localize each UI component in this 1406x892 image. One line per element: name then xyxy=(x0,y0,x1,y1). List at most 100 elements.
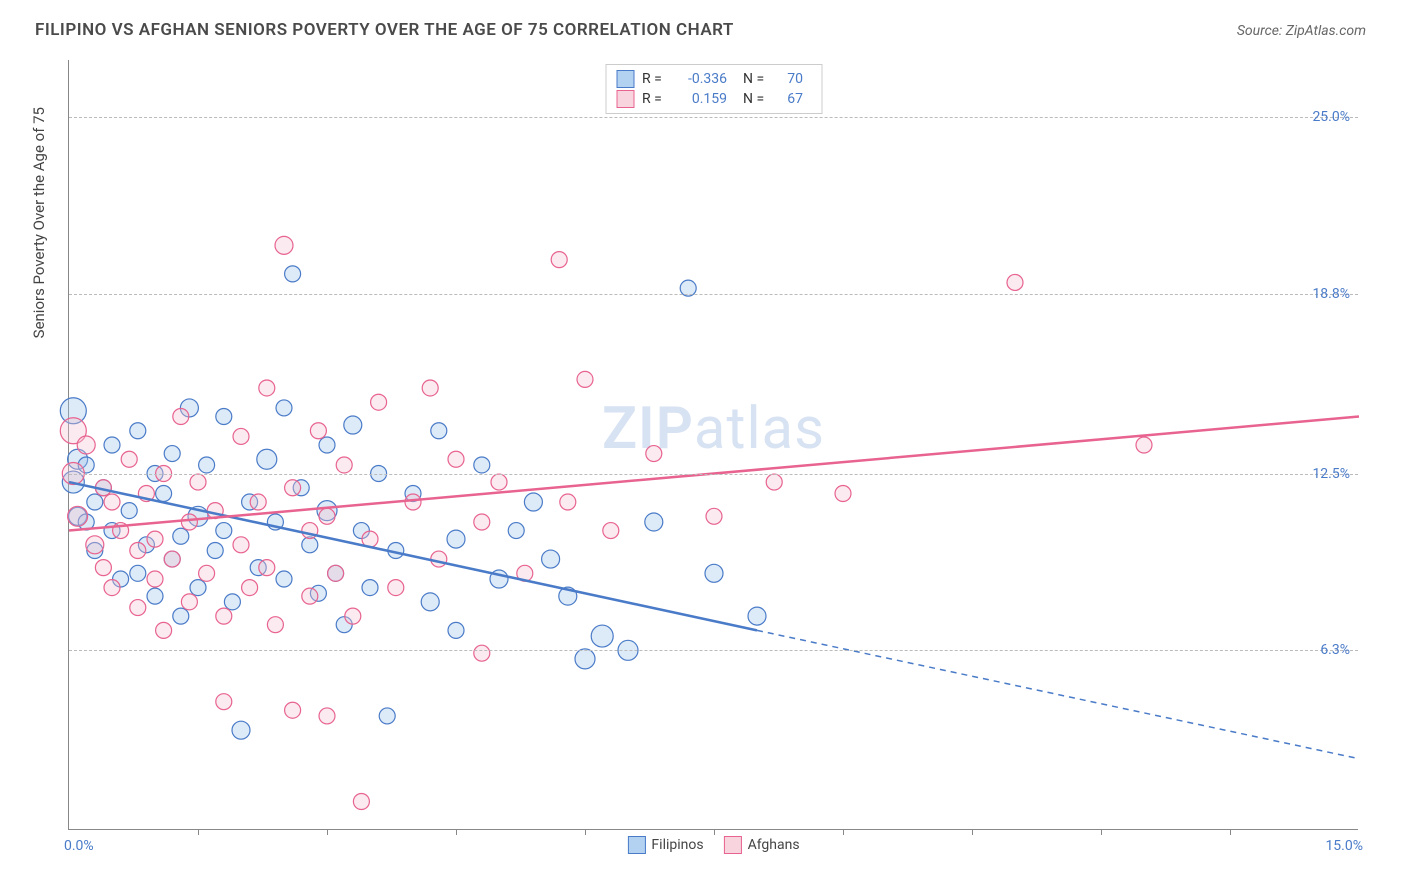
data-point xyxy=(87,494,103,510)
data-point xyxy=(646,446,662,462)
data-point xyxy=(147,531,163,547)
stat-r-value: -0.336 xyxy=(680,71,735,87)
data-point xyxy=(250,494,266,510)
data-point xyxy=(706,508,722,524)
chart-title: FILIPINO VS AFGHAN SENIORS POVERTY OVER … xyxy=(35,20,734,40)
data-point xyxy=(1136,437,1152,453)
data-point xyxy=(421,593,439,611)
data-point xyxy=(190,474,206,490)
legend-series-item: Afghans xyxy=(724,836,800,854)
data-point xyxy=(591,625,613,647)
legend-series: Filipinos Afghans xyxy=(627,836,799,854)
stat-r-label: R = xyxy=(642,71,672,87)
data-point xyxy=(328,565,344,581)
data-point xyxy=(276,571,292,587)
data-point xyxy=(379,708,395,724)
data-point xyxy=(199,457,215,473)
data-point xyxy=(431,423,447,439)
x-tick xyxy=(198,829,199,835)
grid-line xyxy=(69,474,1358,475)
data-point xyxy=(130,543,146,559)
data-point xyxy=(104,580,120,596)
data-point xyxy=(474,645,490,661)
data-point xyxy=(181,594,197,610)
legend-series-label: Afghans xyxy=(748,837,800,853)
data-point xyxy=(267,617,283,633)
data-point xyxy=(344,416,362,434)
data-point xyxy=(319,437,335,453)
data-point xyxy=(275,236,293,254)
data-point xyxy=(319,508,335,524)
grid-line xyxy=(69,650,1358,651)
data-point xyxy=(242,580,258,596)
y-tick-label: 18.8% xyxy=(1312,286,1350,302)
data-point xyxy=(86,536,104,554)
y-tick-label: 6.3% xyxy=(1320,642,1350,658)
data-point xyxy=(575,649,595,669)
y-axis-title: Seniors Poverty Over the Age of 75 xyxy=(30,107,48,338)
data-point xyxy=(173,408,189,424)
data-point xyxy=(388,580,404,596)
data-point xyxy=(447,530,465,548)
x-tick xyxy=(585,829,586,835)
data-point xyxy=(181,514,197,530)
correlation-chart: FILIPINO VS AFGHAN SENIORS POVERTY OVER … xyxy=(20,20,1386,872)
chart-header: FILIPINO VS AFGHAN SENIORS POVERTY OVER … xyxy=(20,20,1386,45)
stat-n-label: N = xyxy=(743,71,773,87)
data-point xyxy=(164,446,180,462)
plot-svg xyxy=(69,60,1358,829)
data-point xyxy=(319,708,335,724)
data-point xyxy=(259,380,275,396)
data-point xyxy=(224,594,240,610)
data-point xyxy=(130,423,146,439)
legend-series-label: Filipinos xyxy=(651,837,703,853)
legend-stat-row: R =0.159N =67 xyxy=(616,89,811,109)
data-point xyxy=(302,537,318,553)
data-point xyxy=(164,551,180,567)
data-point xyxy=(173,608,189,624)
data-point xyxy=(448,451,464,467)
data-point xyxy=(216,608,232,624)
data-point xyxy=(1007,274,1023,290)
data-point xyxy=(310,423,326,439)
data-point xyxy=(95,560,111,576)
data-point xyxy=(104,437,120,453)
data-point xyxy=(603,523,619,539)
legend-swatch xyxy=(616,70,634,88)
data-point xyxy=(216,694,232,710)
data-point xyxy=(748,607,766,625)
stat-r-label: R = xyxy=(642,91,672,107)
x-tick xyxy=(843,829,844,835)
data-point xyxy=(121,503,137,519)
data-point xyxy=(285,480,301,496)
data-point xyxy=(173,528,189,544)
legend-swatch xyxy=(616,90,634,108)
x-tick xyxy=(1230,829,1231,835)
x-tick xyxy=(972,829,973,835)
data-point xyxy=(371,394,387,410)
data-point xyxy=(207,543,223,559)
data-point xyxy=(285,702,301,718)
data-point xyxy=(216,408,232,424)
stat-n-value: 70 xyxy=(781,71,811,87)
data-point xyxy=(645,513,663,531)
data-point xyxy=(232,721,250,739)
data-point xyxy=(524,493,542,511)
data-point xyxy=(259,560,275,576)
x-tick xyxy=(327,829,328,835)
stat-n-label: N = xyxy=(743,91,773,107)
x-tick xyxy=(1101,829,1102,835)
data-point xyxy=(448,622,464,638)
data-point xyxy=(431,551,447,567)
data-point xyxy=(405,494,421,510)
data-point xyxy=(766,474,782,490)
plot-area: Seniors Poverty Over the Age of 75 ZIPat… xyxy=(68,60,1358,830)
data-point xyxy=(257,449,277,469)
data-point xyxy=(551,252,567,268)
data-point xyxy=(422,380,438,396)
legend-stats: R =-0.336N =70R =0.159N =67 xyxy=(605,64,822,114)
data-point xyxy=(216,523,232,539)
stat-n-value: 67 xyxy=(781,91,811,107)
data-point xyxy=(156,485,172,501)
data-point xyxy=(353,793,369,809)
